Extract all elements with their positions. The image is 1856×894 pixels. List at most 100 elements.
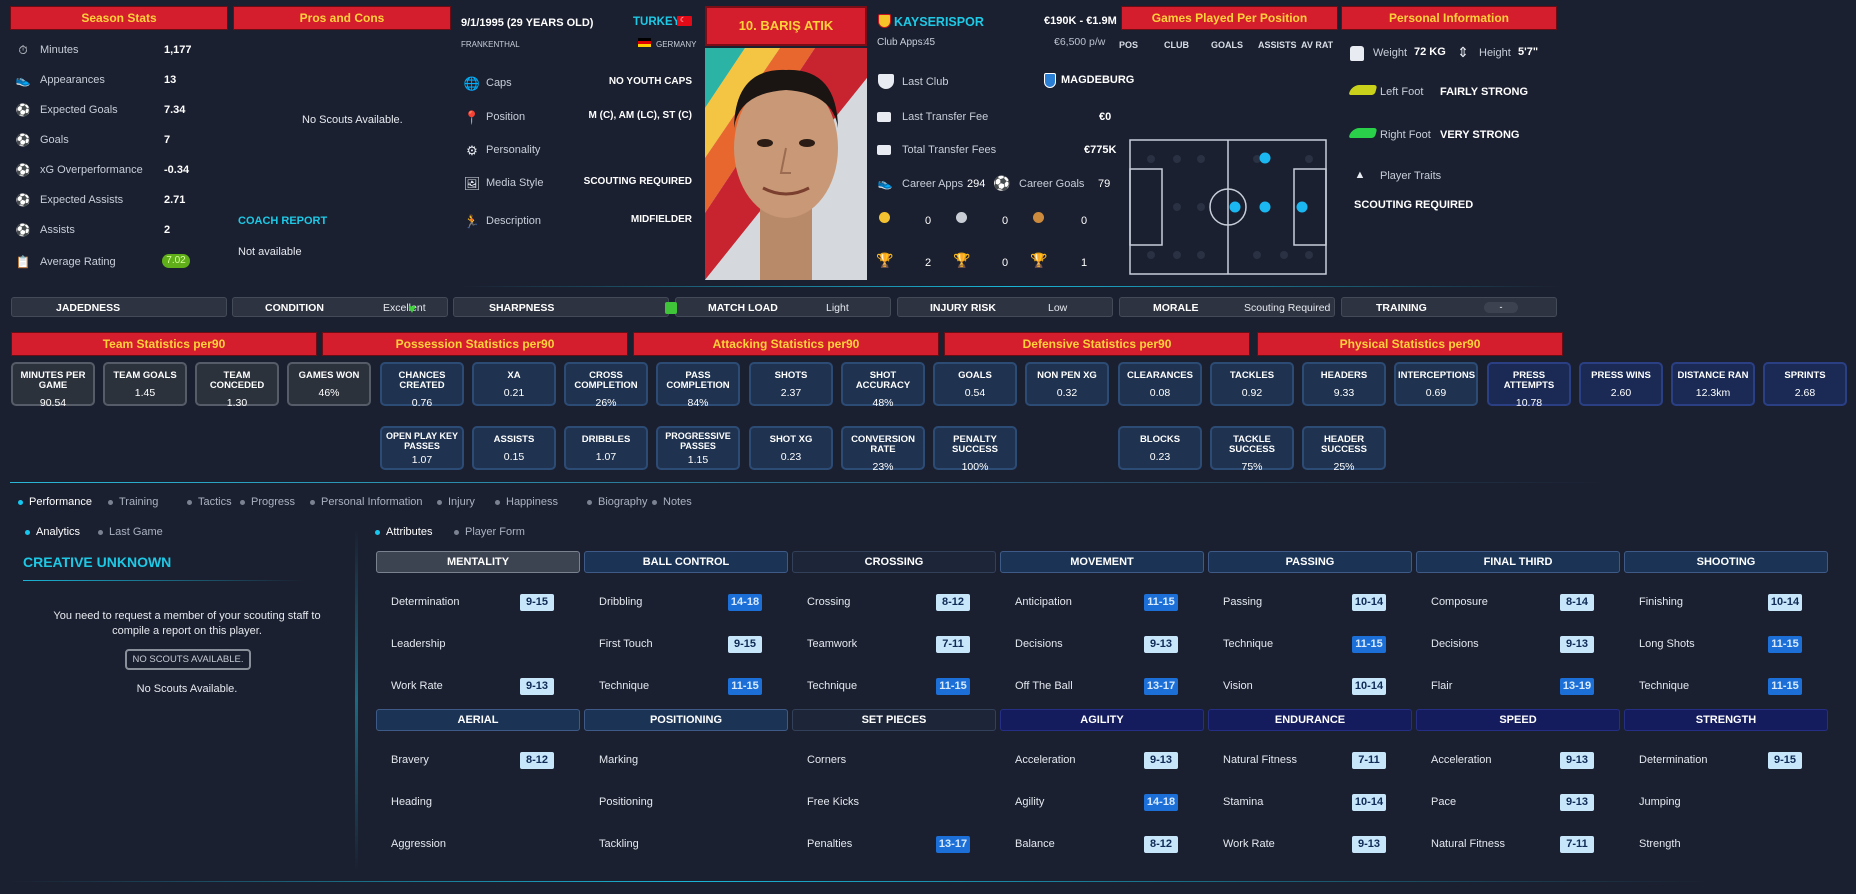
silver-medal-count: 0 [1002, 215, 1009, 227]
stat-box-press-wins: PRESS WINS 2.60 [1579, 362, 1663, 406]
tab-dot-icon [98, 529, 103, 535]
season-stat-label: Expected Goals [40, 104, 118, 116]
stat-box-value: 0.32 [1056, 387, 1078, 399]
player-portrait [705, 48, 867, 280]
coach-report-title: COACH REPORT [238, 215, 328, 227]
xg-icon: ⚽ [15, 163, 31, 177]
stat-box-headers: HEADERS 9.33 [1302, 362, 1386, 406]
stat-box-value: 26% [595, 397, 617, 409]
attr-group-final-third[interactable]: FINAL THIRD [1416, 551, 1620, 573]
condition-value: Excellent [383, 302, 426, 314]
stat-box-interceptions: INTERCEPTIONS 0.69 [1394, 362, 1478, 406]
stat-box-team-conceded: TEAM CONCEDED 1.30 [195, 362, 279, 409]
subtab-analytics[interactable]: Analytics [25, 526, 80, 538]
attr-group-strength[interactable]: STRENGTH [1624, 709, 1828, 731]
runner-icon: 🏃 [463, 213, 481, 229]
stat-box-shot-xg: SHOT XG 0.23 [749, 426, 833, 470]
stat-box-label: TACKLE SUCCESS [1229, 434, 1275, 455]
career-apps-value: 294 [967, 178, 986, 190]
stat-box-label: DRIBBLES [581, 434, 631, 445]
stat-box-label: PENALTY SUCCESS [952, 434, 998, 455]
stat-box-value: 0.23 [1149, 451, 1171, 463]
tab-progress[interactable]: Progress [240, 496, 295, 508]
subtab-attributes[interactable]: Attributes [375, 526, 432, 538]
no-scouts-button[interactable]: NO SCOUTS AVAILABLE. [125, 649, 251, 670]
attribute-name: Passing [1223, 596, 1263, 608]
stat-box-label: TEAM CONCEDED [209, 370, 265, 391]
tab-dot-icon [187, 499, 192, 505]
stat-box-value: 75% [1241, 461, 1263, 473]
mid-divider [10, 482, 1610, 483]
attr-group-movement[interactable]: MOVEMENT [1000, 551, 1204, 573]
tab-tactics[interactable]: Tactics [187, 496, 232, 508]
stat-box-shot-accuracy: SHOT ACCURACY 48% [841, 362, 925, 409]
tab-notes[interactable]: Notes [652, 496, 692, 508]
bronze-medal-icon [1033, 212, 1044, 223]
tab-label: Performance [29, 496, 92, 508]
stat-box-value: 1.07 [411, 454, 433, 466]
attribute-range: 11-15 [1144, 594, 1178, 611]
club-name[interactable]: KAYSERISPOR [894, 15, 984, 29]
tab-label: Training [119, 496, 159, 508]
stat-box-value: 12.3km [1695, 387, 1731, 399]
attribute-name: Corners [807, 754, 847, 766]
stat-box-clearances: CLEARANCES 0.08 [1118, 362, 1202, 406]
tab-label: Player Form [465, 526, 525, 538]
attr-group-set-pieces[interactable]: SET PIECES [792, 709, 996, 731]
attr-group-mentality[interactable]: MENTALITY [376, 551, 580, 573]
condition-match-load: MATCH LOAD Light [675, 297, 891, 317]
last-club-value[interactable]: MAGDEBURG [1061, 74, 1135, 86]
attribute-range: 11-15 [1352, 636, 1386, 653]
stat-box-label: SHOT ACCURACY [855, 370, 911, 391]
attr-group-crossing[interactable]: CROSSING [792, 551, 996, 573]
left-panel-glow [355, 530, 358, 870]
tab-training[interactable]: Training [108, 496, 158, 508]
boot-icon: 👟 [15, 73, 31, 87]
attr-group-endurance[interactable]: ENDURANCE [1208, 709, 1412, 731]
attr-group-aerial[interactable]: AERIAL [376, 709, 580, 731]
tab-personal-information[interactable]: Personal Information [310, 496, 423, 508]
attr-group-speed[interactable]: SPEED [1416, 709, 1620, 731]
season-stat-label: Goals [40, 134, 69, 146]
stat-box-label: GOALS [958, 370, 992, 381]
stat-box-non-pen-xg: NON PEN XG 0.32 [1025, 362, 1109, 406]
second-nation: GERMANY [656, 40, 697, 49]
stat-box-chances-created: CHANCES CREATED 0.76 [380, 362, 464, 409]
stat-box-label: SHOT XG [769, 434, 813, 445]
attr-group-positioning[interactable]: POSITIONING [584, 709, 788, 731]
stat-box-value: 1.30 [226, 397, 248, 409]
attribute-name: Leadership [391, 638, 446, 650]
nation-name[interactable]: TURKEY [633, 16, 681, 28]
player-wage: €6,500 p/w [1054, 36, 1106, 48]
stat-box-value: 0.21 [503, 387, 525, 399]
tab-happiness[interactable]: Happiness [495, 496, 558, 508]
bio-label: Description [486, 215, 542, 227]
stat-box-label: SPRINTS [1784, 370, 1826, 381]
tab-biography[interactable]: Biography [587, 496, 648, 508]
condition-value: Light [826, 302, 849, 314]
career-apps-label: Career Apps [902, 178, 964, 190]
attribute-name: Technique [807, 680, 858, 692]
attr-group-ball-control[interactable]: BALL CONTROL [584, 551, 788, 573]
stat-box-value: 2.60 [1610, 387, 1632, 399]
attribute-name: Work Rate [1223, 838, 1275, 850]
height-label: Height [1479, 47, 1511, 59]
attribute-name: Decisions [1431, 638, 1479, 650]
stat-box-label: ASSISTS [493, 434, 535, 445]
tab-performance[interactable]: Performance [18, 496, 92, 508]
tab-injury[interactable]: Injury [437, 496, 475, 508]
tab-label: Happiness [506, 496, 558, 508]
attribute-range: 14-18 [728, 594, 762, 611]
attr-group-agility[interactable]: AGILITY [1000, 709, 1204, 731]
season-stat-label: Average Rating [40, 256, 116, 268]
subtab-last-game[interactable]: Last Game [98, 526, 163, 538]
condition-jadedness: JADEDNESS [11, 297, 227, 317]
subtab-player-form[interactable]: Player Form [454, 526, 525, 538]
attribute-name: Heading [391, 796, 432, 808]
attribute-range: 11-15 [1768, 636, 1802, 653]
attr-group-passing[interactable]: PASSING [1208, 551, 1412, 573]
stat-box-value: 9.33 [1333, 387, 1355, 399]
attr-group-shooting[interactable]: SHOOTING [1624, 551, 1828, 573]
stat-box-games-won: GAMES WON 46% [287, 362, 371, 406]
attribute-range: 10-14 [1352, 794, 1386, 811]
